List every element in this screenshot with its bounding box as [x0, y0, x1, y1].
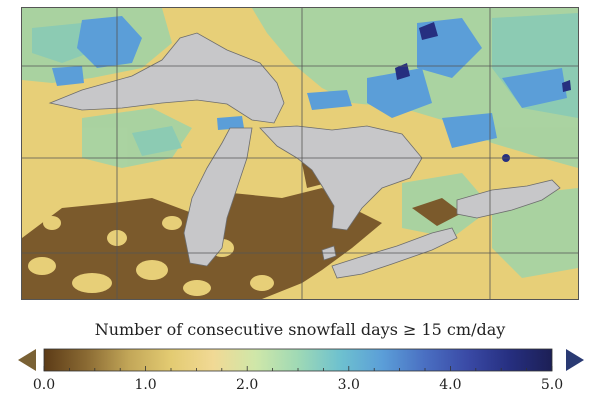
- colorbar-title: Number of consecutive snowfall days ≥ 15…: [94, 320, 506, 339]
- snowfall-map: [21, 7, 579, 300]
- colorbar: [18, 348, 584, 372]
- colorbar-ticks: [43, 366, 553, 371]
- colorbar-tick-label: 3.0: [337, 377, 360, 393]
- colorbar-tick-label: 2.0: [236, 377, 259, 393]
- colorbar-tick-label: 4.0: [439, 377, 462, 393]
- lake-huron: [259, 125, 423, 231]
- lake-ontario: [456, 179, 561, 219]
- very-high-snow-spots: [395, 22, 571, 162]
- great-lakes: [48, 32, 561, 279]
- colorbar-tick-label: 1.0: [134, 377, 157, 393]
- colorbar-gradient: [43, 348, 553, 372]
- colorbar-under-arrow: [18, 349, 36, 371]
- colorbar-tick-label: 5.0: [540, 377, 564, 393]
- high-snow-zones: [52, 16, 567, 148]
- graticule: [22, 8, 578, 299]
- map-canvas: [22, 8, 578, 299]
- colorbar-tick-label: 0.0: [32, 377, 56, 393]
- lake-superior: [48, 32, 285, 124]
- colorbar-over-arrow: [566, 349, 584, 371]
